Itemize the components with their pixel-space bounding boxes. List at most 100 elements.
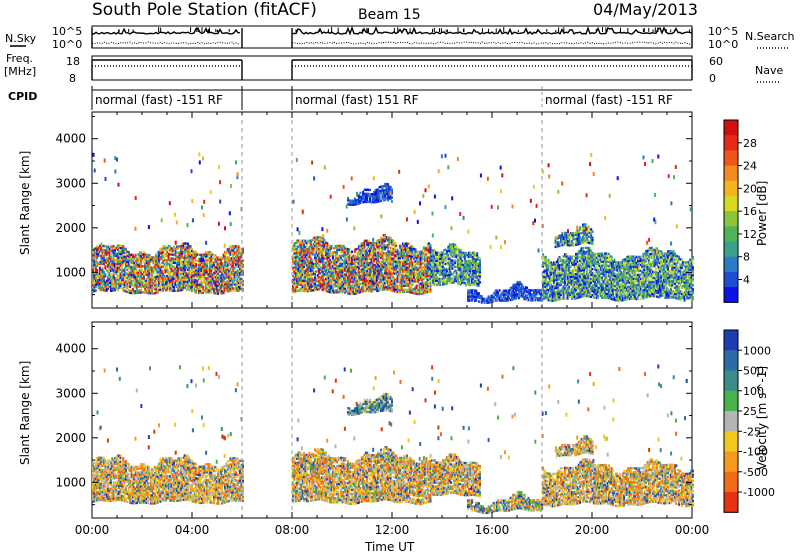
echo-cell <box>118 282 121 285</box>
echo-cell <box>96 263 99 266</box>
echo-cell <box>92 260 94 263</box>
echo-cell <box>107 277 110 280</box>
echo-cell <box>185 256 188 259</box>
echo-cell <box>241 269 244 272</box>
echo-cell <box>104 267 107 270</box>
echo-cell <box>100 242 103 245</box>
echo-cell <box>163 247 166 250</box>
cpid-segment-label: normal (fast) 151 RF <box>295 93 419 107</box>
echo-cell <box>151 288 154 291</box>
echo-cell <box>156 273 159 276</box>
echo-cell <box>164 258 167 262</box>
echo-cell <box>120 250 123 254</box>
echo-cell <box>125 256 127 259</box>
echo-cell <box>163 279 166 282</box>
echo-cell <box>163 269 166 272</box>
echo-cell <box>158 266 160 270</box>
echo-cell <box>93 275 96 279</box>
echo-cell <box>156 279 159 282</box>
echo-cell <box>93 285 96 289</box>
echo-cell <box>120 248 123 252</box>
echo-cell <box>158 276 160 280</box>
echo-cell <box>145 289 148 292</box>
echo-cell <box>108 263 111 266</box>
echo-cell <box>93 249 96 253</box>
echo-cell <box>151 278 154 281</box>
echo-cell <box>104 251 107 254</box>
echo-cell <box>92 266 94 269</box>
echo-cell <box>170 253 173 256</box>
echo-cell <box>119 268 122 271</box>
echo-cell <box>138 257 141 260</box>
echo-cell <box>167 244 170 248</box>
echo-cell <box>186 272 189 275</box>
echo-cell <box>114 264 116 268</box>
echo-cell <box>166 264 169 268</box>
echo-cell <box>112 287 115 290</box>
echo-cell <box>173 271 176 274</box>
echo-cell <box>147 267 149 271</box>
echo-cell <box>136 271 138 275</box>
echo-cell <box>103 252 105 256</box>
echo-cell <box>181 278 184 282</box>
echo-cell <box>184 248 187 251</box>
echo-cell <box>140 281 143 284</box>
echo-cell <box>136 289 138 293</box>
echo-cell <box>173 289 176 292</box>
echo-cell <box>166 268 169 272</box>
echo-cell <box>162 273 165 276</box>
echo-cell <box>184 252 187 255</box>
echo-cell <box>180 274 182 278</box>
echo-cell <box>151 272 154 275</box>
echo-cell <box>177 255 180 258</box>
echo-cell <box>101 280 104 284</box>
echo-cell <box>105 285 108 288</box>
echo-cell <box>430 283 433 286</box>
echo-cell <box>137 273 140 276</box>
echo-cell <box>145 291 148 294</box>
nsearch-trace <box>291 41 693 45</box>
echo-cell <box>160 279 163 283</box>
echo-cell <box>120 244 123 248</box>
echo-cell <box>104 289 107 292</box>
echo-cell <box>129 273 132 276</box>
echo-cell <box>140 287 143 290</box>
echo-cell <box>182 274 185 277</box>
echo-cell <box>182 250 185 253</box>
echo-cell <box>186 268 189 271</box>
echo-cell <box>180 272 182 276</box>
echo-cell <box>151 282 154 285</box>
echo-cell <box>126 276 129 280</box>
echo-cell <box>158 264 160 268</box>
echo-cell <box>547 258 550 262</box>
echo-cell <box>131 271 134 275</box>
echo-cell <box>114 266 116 270</box>
echo-cell <box>92 254 94 257</box>
echo-cell <box>130 271 133 275</box>
echo-cell <box>134 275 137 279</box>
echo-cell <box>184 264 187 267</box>
echo-cell <box>122 275 125 278</box>
echo-cell <box>100 268 103 272</box>
echo-cell <box>153 276 156 279</box>
echo-cell <box>145 261 148 264</box>
echo-cell <box>184 268 187 271</box>
echo-cell <box>178 259 181 262</box>
echo-cell <box>123 251 126 254</box>
echo-cell <box>446 282 448 285</box>
echo-cell <box>129 281 132 284</box>
echo-cell <box>166 286 169 290</box>
echo-cell <box>155 277 158 281</box>
echo-cell <box>118 286 121 289</box>
echo-cell <box>329 258 332 262</box>
echo-cell <box>114 258 116 262</box>
echo-cell <box>155 269 158 273</box>
echo-cell <box>159 280 162 283</box>
echo-cell <box>123 257 126 260</box>
echo-cell <box>169 285 171 288</box>
echo-cell <box>119 272 122 275</box>
echo-cell <box>148 286 151 289</box>
echo-cell <box>145 281 148 284</box>
echo-cell <box>145 279 148 282</box>
echo-cell <box>174 273 177 276</box>
